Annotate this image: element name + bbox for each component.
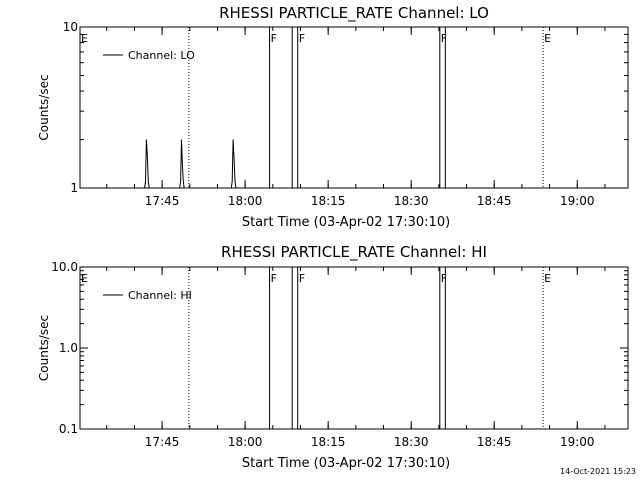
- event-marker-label: F: [271, 32, 277, 45]
- event-marker-label: F: [271, 272, 277, 285]
- x-tick-label: 18:15: [311, 194, 346, 208]
- x-tick-label: 17:45: [145, 194, 180, 208]
- x-tick-label: 18:00: [228, 194, 263, 208]
- legend-label: Channel: HI: [128, 289, 192, 302]
- event-marker-label: F: [441, 32, 447, 45]
- y-tick-label: 1: [70, 181, 78, 195]
- chart-panel-lo: RHESSI PARTICLE_RATE Channel: LO 1 10 17:45…: [37, 4, 629, 230]
- series-line: [80, 139, 628, 189]
- legend-label: Channel: LO: [128, 49, 195, 62]
- chart-title: RHESSI PARTICLE_RATE Channel: HI: [221, 243, 487, 262]
- y-tick-label: 1.0: [59, 341, 78, 355]
- event-marker-label: E: [81, 32, 88, 45]
- event-marker-label: F: [299, 272, 305, 285]
- generation-timestamp: 14-Oct-2021 15:23: [560, 467, 636, 476]
- x-tick-label: 19:00: [560, 435, 595, 449]
- y-tick-label: 10.0: [51, 260, 78, 274]
- chart-panel-hi: RHESSI PARTICLE_RATE Channel: HI 0.1 1.0 10…: [37, 243, 629, 471]
- y-axis-label: Counts/sec: [37, 315, 51, 381]
- event-marker-label: F: [299, 32, 305, 45]
- x-tick-label: 18:45: [477, 194, 512, 208]
- x-axis-label: Start Time (03-Apr-02 17:30:10): [242, 215, 450, 230]
- x-tick-label: 18:45: [477, 435, 512, 449]
- x-tick-label: 18:30: [394, 435, 429, 449]
- y-tick-label: 0.1: [59, 422, 78, 436]
- chart-title: RHESSI PARTICLE_RATE Channel: LO: [219, 4, 489, 23]
- x-tick-label: 19:00: [560, 194, 595, 208]
- x-tick-label: 18:00: [228, 435, 263, 449]
- x-tick-label: 18:15: [311, 435, 346, 449]
- event-marker-label: E: [544, 32, 551, 45]
- event-marker-label: F: [441, 272, 447, 285]
- event-marker-label: E: [81, 272, 88, 285]
- x-tick-label: 18:30: [394, 194, 429, 208]
- x-tick-label: 17:45: [145, 435, 180, 449]
- y-tick-label: 10: [63, 20, 78, 34]
- event-marker-label: E: [544, 272, 551, 285]
- y-axis-label: Counts/sec: [37, 74, 51, 140]
- x-axis-label: Start Time (03-Apr-02 17:30:10): [242, 456, 450, 471]
